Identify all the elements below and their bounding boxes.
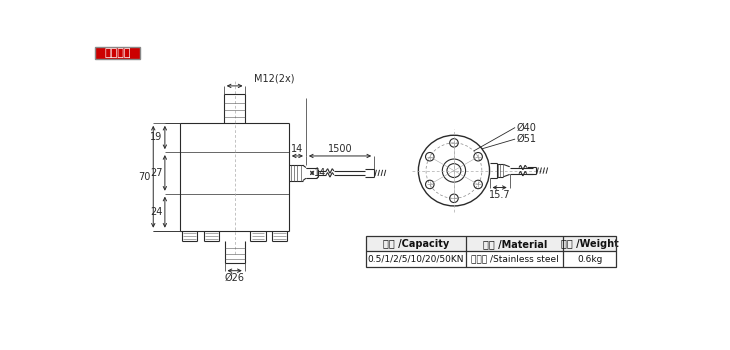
Text: 70: 70 (139, 172, 151, 182)
Text: 14: 14 (291, 144, 304, 154)
Text: 不锈钢 /Stainless steel: 不锈钢 /Stainless steel (471, 255, 558, 264)
Text: 外形尺寸: 外形尺寸 (104, 48, 131, 58)
Text: 24: 24 (150, 207, 163, 217)
Text: 15.7: 15.7 (489, 190, 510, 200)
Text: 0.6kg: 0.6kg (577, 255, 602, 264)
Text: M12(2x): M12(2x) (254, 74, 294, 84)
Bar (366, 236, 616, 267)
Text: Ø40: Ø40 (517, 122, 537, 133)
Text: Ø26: Ø26 (225, 273, 245, 283)
Text: Ø51: Ø51 (517, 134, 537, 144)
Text: 量程 /Capacity: 量程 /Capacity (383, 239, 449, 249)
Text: 1500: 1500 (328, 144, 353, 154)
Text: 14: 14 (315, 168, 327, 178)
Bar (95, 47, 140, 59)
Bar (366, 236, 616, 251)
Text: 材料 /Material: 材料 /Material (483, 239, 547, 249)
Text: 19: 19 (150, 133, 163, 142)
Text: 27: 27 (150, 168, 163, 178)
Text: 重量 /Weight: 重量 /Weight (561, 239, 618, 249)
Text: 0.5/1/2/5/10/20/50KN: 0.5/1/2/5/10/20/50KN (368, 255, 464, 264)
